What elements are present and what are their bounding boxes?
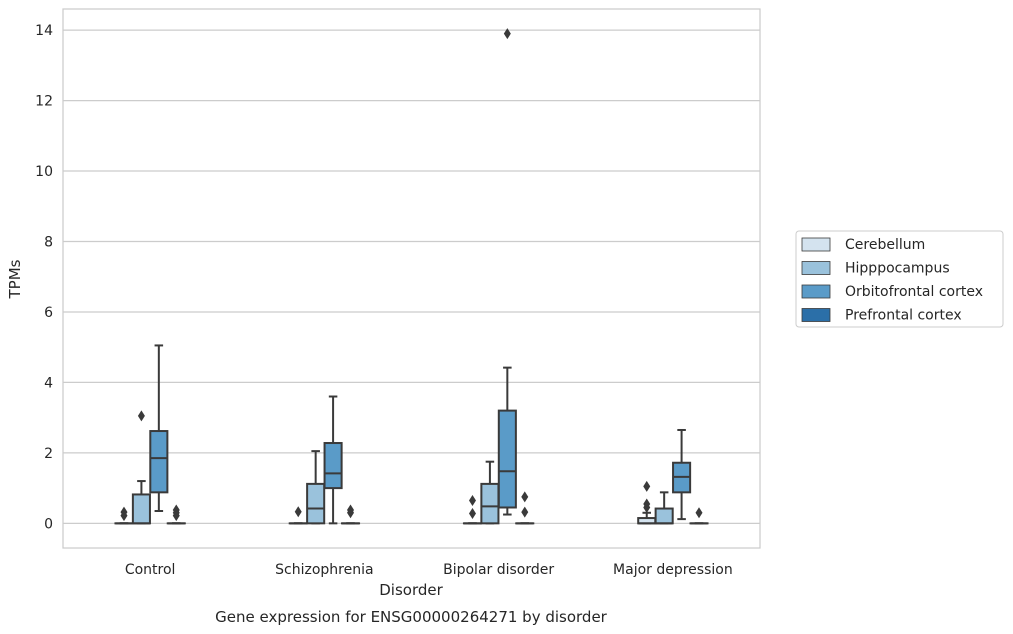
y-axis-ticks: 0 2 4 6 8 10 12 14 [35,23,53,532]
x-tick-label: Schizophrenia [275,562,373,578]
legend-item: Orbitofrontal cortex [801,284,983,300]
series-hipppocampus [131,410,674,525]
y-tick-label: 12 [35,94,53,110]
outlier-point [643,480,651,492]
outlier-point [643,498,651,510]
box-iqr [480,482,500,525]
y-tick-label: 0 [44,516,53,532]
legend-item: Cerebellum [801,237,925,253]
outlier-point [468,507,476,519]
legend-swatch [801,308,831,322]
outlier-point [347,504,355,516]
legend-label: Prefrontal cortex [845,308,962,324]
y-tick-label: 6 [44,305,53,321]
grid-lines [63,29,760,524]
box-plot-series [114,28,709,525]
box [637,480,657,525]
box [480,460,500,525]
outlier-point [294,506,302,518]
box [149,344,169,513]
legend-swatch [801,284,831,299]
box [306,450,326,525]
series-cerebellum [114,480,657,525]
plot-frame [62,8,761,549]
outlier-point [172,504,180,516]
series-orbitofrontal-cortex [149,28,692,525]
box-iqr [654,507,674,525]
outlier-point [120,506,128,518]
x-tick-label: Control [125,562,176,578]
box [131,410,151,525]
box [497,28,517,516]
y-tick-label: 10 [35,164,53,180]
chart-caption: Gene expression for ENSG00000264271 by d… [215,608,608,626]
legend: Cerebellum Hipppocampus Orbitofrontal cort… [795,230,1004,328]
outlier-point [137,410,145,422]
box [114,506,134,525]
y-tick-label: 4 [44,375,53,391]
box-iqr [323,442,343,490]
x-axis-label: Disorder [379,581,443,599]
x-tick-label: Major depression [613,562,733,578]
y-axis-label: TPMs [6,259,24,299]
box [340,504,361,525]
legend-item: Hipppocampus [801,261,950,277]
legend-frame [795,230,1004,328]
legend-label: Cerebellum [845,237,925,253]
box [323,395,343,525]
x-axis-ticks: Control Schizophrenia Bipolar disorder Majo… [125,562,733,578]
box [462,494,483,525]
series-prefrontal-cortex [166,491,709,525]
box-iqr [131,493,151,525]
legend-swatch [801,237,831,252]
outlier-point [468,494,476,506]
legend-item: Prefrontal cortex [801,308,962,324]
y-tick-label: 14 [35,23,53,39]
y-tick-label: 2 [44,446,53,462]
box [654,491,674,525]
legend-swatch [801,261,831,275]
box [288,506,308,525]
box [672,428,692,521]
x-tick-label: Bipolar disorder [443,562,554,578]
box [515,491,535,525]
box [689,507,709,525]
outlier-point [521,491,529,503]
legend-label: Orbitofrontal cortex [845,284,983,300]
outlier-point [521,506,529,518]
box [166,504,186,525]
outlier-point [695,507,703,519]
box-iqr [306,482,326,525]
box-iqr [149,430,169,494]
outlier-point [503,28,511,40]
box-iqr [497,409,517,509]
legend-label: Hipppocampus [845,261,950,277]
y-tick-label: 8 [44,235,53,251]
